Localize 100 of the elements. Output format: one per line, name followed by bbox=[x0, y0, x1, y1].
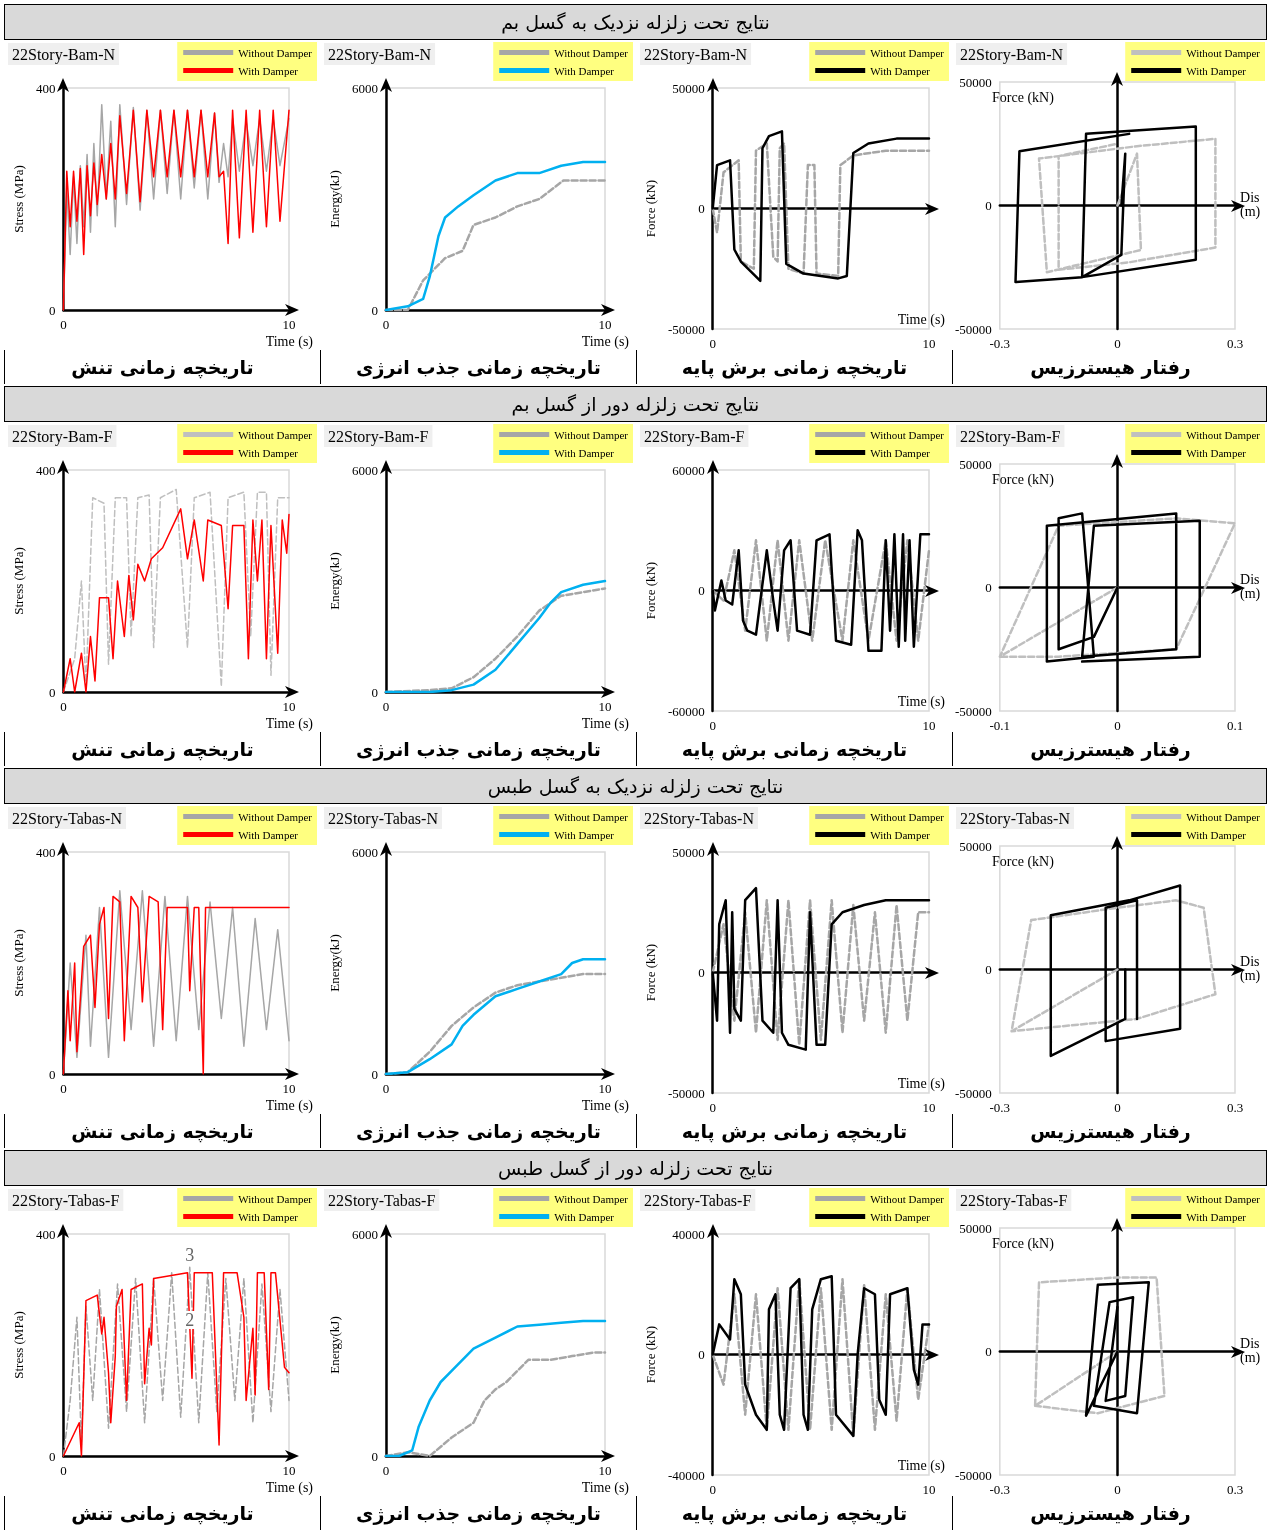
y-tick-label: 6000 bbox=[351, 80, 378, 96]
x-tick-label: 10 bbox=[282, 1081, 296, 1096]
chart-title: 22Story-Bam-N bbox=[12, 45, 116, 64]
y-tick-label: 0 bbox=[698, 1347, 705, 1362]
x-tick-label: 0.3 bbox=[1226, 336, 1244, 351]
y-axis-title: Stress (MPa) bbox=[11, 547, 26, 615]
text: نتایج تحت زلزله نزدیک به گسل بم bbox=[501, 11, 770, 33]
legend-label: Without Damper bbox=[554, 1192, 629, 1205]
x-axis-title: Time (s) bbox=[265, 715, 314, 732]
y-tick-label: 400 bbox=[35, 80, 56, 96]
y-tick-label: -50000 bbox=[954, 1085, 992, 1101]
legend-label: Without Damper bbox=[870, 46, 945, 59]
chart-title: 22Story-Bam-F bbox=[328, 427, 429, 446]
y-tick-label: 40000 bbox=[672, 1226, 705, 1242]
x-axis-title: Time (s) bbox=[581, 715, 630, 732]
legend-label: Without Damper bbox=[870, 1192, 945, 1205]
chart-title: 22Story-Tabas-F bbox=[960, 1191, 1068, 1210]
x-axis-title: Time (s) bbox=[265, 1097, 314, 1114]
y-tick-label: 60000 bbox=[672, 462, 705, 478]
chart-title: 22Story-Bam-N bbox=[960, 45, 1064, 64]
text: تاریخچه زمانی تنش bbox=[4, 350, 320, 384]
x-axis-title: Dis (m) bbox=[1240, 189, 1263, 220]
y-tick-label: 6000 bbox=[351, 844, 378, 860]
text: رفتار هیسترزیس bbox=[952, 1114, 1268, 1148]
legend-label: With Damper bbox=[238, 446, 299, 459]
legend-label: Without Damper bbox=[1186, 810, 1261, 823]
legend-label: With Damper bbox=[554, 828, 615, 841]
chart-title: 22Story-Tabas-N bbox=[12, 809, 123, 828]
y-tick-label: 0 bbox=[985, 962, 992, 977]
chart-title: 22Story-Tabas-F bbox=[328, 1191, 436, 1210]
y-axis-title: Stress (MPa) bbox=[11, 929, 26, 997]
y-axis-title: Energy(kJ) bbox=[327, 170, 342, 228]
line-series bbox=[998, 517, 1237, 658]
y-tick-label: -40000 bbox=[667, 1467, 705, 1483]
y-tick-label: 0 bbox=[48, 1066, 56, 1082]
text: تاریخچه زمانی برش پایه bbox=[636, 732, 952, 766]
y-tick-label: 6000 bbox=[351, 1226, 378, 1242]
x-tick-label: 0 bbox=[709, 1100, 716, 1115]
x-axis-title: Dis (m) bbox=[1240, 1335, 1263, 1366]
y-tick-label: -50000 bbox=[954, 1467, 992, 1483]
legend-label: With Damper bbox=[870, 828, 931, 841]
x-tick-label: 0 bbox=[382, 699, 390, 714]
legend-label: With Damper bbox=[554, 446, 615, 459]
y-tick-label: -50000 bbox=[667, 1085, 705, 1101]
x-tick-label: -0.3 bbox=[989, 1482, 1011, 1497]
y-axis-title: Force (kN) bbox=[643, 561, 658, 620]
chart-title: 22Story-Bam-F bbox=[960, 427, 1061, 446]
legend-label: Without Damper bbox=[554, 428, 629, 441]
y-tick-label: -50000 bbox=[667, 321, 705, 337]
x-tick-label: 0 bbox=[60, 699, 67, 714]
x-tick-label: 0 bbox=[382, 317, 390, 332]
text: نتایج تحت زلزله دور از گسل بم bbox=[511, 393, 760, 415]
x-tick-label: 10 bbox=[282, 1463, 296, 1478]
legend-label: Without Damper bbox=[1186, 1192, 1261, 1205]
y-axis-title: Energy(kJ) bbox=[327, 934, 342, 992]
x-tick-label: 10 bbox=[922, 336, 936, 351]
line-series bbox=[1037, 137, 1217, 274]
x-tick-label: 0 bbox=[60, 1081, 67, 1096]
y-tick-label: 0 bbox=[985, 1344, 992, 1359]
legend-label: With Damper bbox=[238, 1210, 299, 1223]
legend-label: With Damper bbox=[1186, 1210, 1247, 1223]
legend-label: With Damper bbox=[554, 1210, 615, 1223]
text: نتایج تحت زلزله دور از گسل طبس bbox=[498, 1157, 773, 1179]
x-tick-label: 0 bbox=[709, 336, 716, 351]
legend-label: Without Damper bbox=[554, 46, 629, 59]
x-axis-title: Time (s) bbox=[897, 1075, 946, 1092]
text: رفتار هیسترزیس bbox=[952, 1496, 1268, 1530]
x-axis-title: Time (s) bbox=[897, 693, 946, 710]
legend-label: With Damper bbox=[238, 828, 299, 841]
legend-label: With Damper bbox=[870, 64, 931, 77]
y-axis-title: Energy(kJ) bbox=[327, 1316, 342, 1374]
x-tick-label: 0.3 bbox=[1226, 1100, 1244, 1115]
annotation: 2 bbox=[185, 1310, 195, 1331]
x-axis-title: Dis (m) bbox=[1240, 953, 1263, 984]
y-tick-label: 0 bbox=[48, 684, 56, 700]
x-tick-label: 10 bbox=[282, 699, 296, 714]
y-axis-title: Force (kN) bbox=[643, 943, 658, 1002]
x-tick-label: 10 bbox=[598, 699, 612, 714]
y-axis-title: Stress (MPa) bbox=[11, 1311, 26, 1379]
x-axis-title: Time (s) bbox=[581, 1097, 630, 1114]
chart-title: 22Story-Bam-F bbox=[12, 427, 113, 446]
y-tick-label: 50000 bbox=[959, 74, 992, 90]
legend-label: With Damper bbox=[238, 64, 299, 77]
x-tick-label: 0 bbox=[382, 1463, 390, 1478]
text: تاریخچه زمانی برش پایه bbox=[636, 1496, 952, 1530]
legend-label: With Damper bbox=[554, 64, 615, 77]
chart-title: 22Story-Bam-F bbox=[644, 427, 745, 446]
y-tick-label: 0 bbox=[48, 1448, 56, 1464]
x-tick-label: 0.3 bbox=[1226, 1482, 1244, 1497]
x-tick-label: 10 bbox=[282, 317, 296, 332]
x-tick-label: 0 bbox=[1114, 1482, 1121, 1497]
text: تاریخچه زمانی جذب انرژی bbox=[320, 1496, 636, 1530]
chart-title: 22Story-Tabas-F bbox=[12, 1191, 120, 1210]
legend-label: Without Damper bbox=[1186, 46, 1261, 59]
x-axis-title: Time (s) bbox=[581, 1479, 630, 1496]
y-tick-label: 0 bbox=[48, 302, 56, 318]
y-tick-label: 50000 bbox=[959, 456, 992, 472]
text: نتایج تحت زلزله نزدیک به گسل طبس bbox=[487, 775, 784, 797]
y-tick-label: -50000 bbox=[954, 321, 992, 337]
legend-label: Without Damper bbox=[1186, 428, 1261, 441]
